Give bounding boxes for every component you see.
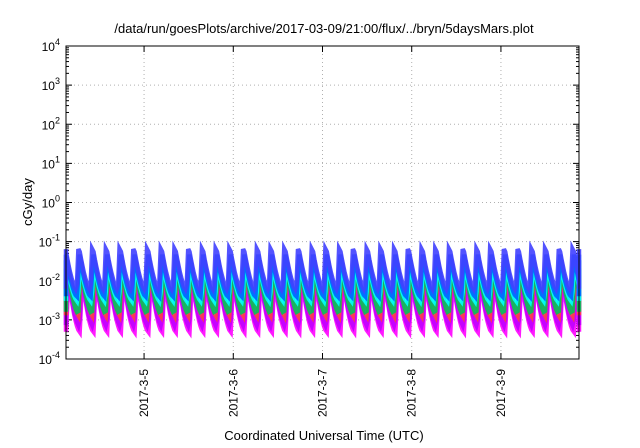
y-tick-exponent: 4 xyxy=(55,37,60,47)
y-tick-base: 10 xyxy=(39,236,53,250)
x-tick-label: 2017-3-7 xyxy=(316,369,330,417)
y-tick-base: 10 xyxy=(39,314,53,328)
y-tick-base: 10 xyxy=(39,353,53,367)
series-line xyxy=(63,240,582,295)
y-tick-exponent: -1 xyxy=(52,233,60,243)
y-tick-exponent: 2 xyxy=(55,115,60,125)
x-tick-label: 2017-3-6 xyxy=(226,369,240,417)
y-tick-label: 104 xyxy=(42,37,60,54)
y-tick-exponent: -4 xyxy=(52,350,60,360)
series-group xyxy=(63,240,582,339)
y-tick-label: 10-1 xyxy=(39,233,60,250)
x-tick-label: 2017-3-8 xyxy=(405,369,419,417)
series-line xyxy=(63,268,582,316)
y-tick-base: 10 xyxy=(42,157,56,171)
y-tick-exponent: -3 xyxy=(52,311,60,321)
plot-frame xyxy=(65,45,580,360)
y-tick-exponent: -2 xyxy=(52,272,60,282)
chart-title: /data/run/goesPlots/archive/2017-03-09/2… xyxy=(114,21,534,36)
x-axis-title: Coordinated Universal Time (UTC) xyxy=(224,428,423,443)
x-tick-label: 2017-3-9 xyxy=(494,369,508,417)
x-tick-label: 2017-3-5 xyxy=(137,369,151,417)
y-tick-exponent: 1 xyxy=(55,154,60,164)
y-tick-label: 100 xyxy=(42,194,60,211)
y-tick-exponent: 0 xyxy=(55,194,60,204)
y-tick-base: 10 xyxy=(39,275,53,289)
y-tick-base: 10 xyxy=(42,40,56,54)
y-tick-base: 10 xyxy=(42,79,56,93)
y-tick-base: 10 xyxy=(42,197,56,211)
y-tick-label: 10-3 xyxy=(39,311,60,328)
y-tick-base: 10 xyxy=(42,118,56,132)
y-tick-label: 101 xyxy=(42,154,60,171)
y-tick-label: 10-2 xyxy=(39,272,60,289)
y-tick-label: 103 xyxy=(42,76,60,93)
y-tick-label: 102 xyxy=(42,115,60,132)
y-tick-exponent: 3 xyxy=(55,76,60,86)
y-axis-title: cGy/day xyxy=(20,178,35,226)
y-tick-label: 10-4 xyxy=(39,350,60,367)
x-tick-labels: 2017-3-5 2017-3-6 2017-3-7 2017-3-8 2017-3-9 xyxy=(137,369,508,417)
